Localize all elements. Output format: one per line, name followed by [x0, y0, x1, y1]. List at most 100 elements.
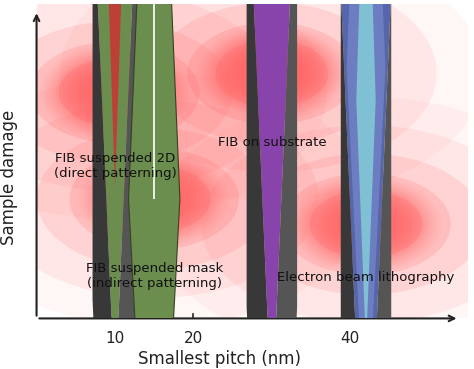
Ellipse shape — [209, 33, 335, 114]
Ellipse shape — [112, 90, 118, 94]
Ellipse shape — [253, 61, 291, 85]
Ellipse shape — [117, 175, 192, 223]
Ellipse shape — [212, 35, 331, 111]
Ellipse shape — [123, 179, 186, 219]
Ellipse shape — [247, 57, 297, 89]
Ellipse shape — [58, 56, 172, 128]
Ellipse shape — [310, 190, 422, 258]
Ellipse shape — [82, 153, 227, 245]
Ellipse shape — [331, 202, 401, 246]
Text: Smallest pitch (nm): Smallest pitch (nm) — [138, 350, 301, 368]
Ellipse shape — [0, 100, 319, 298]
Ellipse shape — [219, 39, 325, 107]
Ellipse shape — [88, 157, 220, 241]
Ellipse shape — [259, 65, 284, 81]
Ellipse shape — [328, 200, 404, 248]
Text: 40: 40 — [341, 331, 360, 346]
Ellipse shape — [325, 198, 407, 250]
Polygon shape — [366, 0, 391, 369]
Ellipse shape — [316, 192, 416, 256]
Ellipse shape — [110, 171, 198, 227]
Ellipse shape — [132, 185, 176, 213]
Ellipse shape — [154, 97, 474, 351]
Text: FIB on substrate: FIB on substrate — [218, 136, 326, 149]
Ellipse shape — [96, 80, 134, 104]
Ellipse shape — [322, 196, 410, 252]
Ellipse shape — [99, 82, 131, 102]
Ellipse shape — [145, 193, 164, 205]
Ellipse shape — [74, 66, 156, 118]
Ellipse shape — [49, 50, 181, 134]
Polygon shape — [341, 0, 366, 369]
Ellipse shape — [313, 190, 419, 258]
Ellipse shape — [107, 169, 201, 229]
Ellipse shape — [347, 212, 385, 236]
Ellipse shape — [244, 55, 300, 92]
Ellipse shape — [93, 78, 137, 106]
Ellipse shape — [356, 218, 375, 230]
Ellipse shape — [256, 63, 288, 83]
Ellipse shape — [265, 69, 278, 77]
Ellipse shape — [95, 161, 214, 237]
Ellipse shape — [104, 167, 204, 231]
Polygon shape — [92, 0, 137, 369]
Ellipse shape — [70, 148, 239, 250]
Ellipse shape — [250, 59, 294, 87]
Ellipse shape — [344, 210, 388, 238]
Ellipse shape — [91, 159, 217, 239]
Ellipse shape — [341, 208, 391, 240]
Ellipse shape — [354, 216, 379, 232]
Ellipse shape — [36, 128, 272, 270]
Ellipse shape — [228, 45, 316, 101]
Ellipse shape — [138, 189, 170, 209]
Ellipse shape — [90, 76, 140, 108]
Ellipse shape — [101, 165, 208, 233]
Ellipse shape — [187, 23, 356, 124]
Ellipse shape — [52, 52, 178, 132]
Ellipse shape — [77, 68, 153, 116]
Ellipse shape — [248, 154, 474, 295]
Ellipse shape — [154, 3, 390, 144]
Ellipse shape — [102, 84, 128, 100]
Ellipse shape — [306, 186, 426, 262]
Text: Sample damage: Sample damage — [0, 109, 18, 245]
Ellipse shape — [0, 72, 366, 326]
Polygon shape — [272, 0, 297, 369]
Ellipse shape — [0, 21, 233, 163]
Ellipse shape — [360, 220, 372, 228]
Ellipse shape — [350, 214, 382, 234]
Ellipse shape — [237, 51, 306, 96]
Ellipse shape — [81, 70, 149, 114]
Ellipse shape — [215, 37, 328, 110]
Ellipse shape — [62, 58, 168, 126]
Polygon shape — [246, 0, 272, 369]
Ellipse shape — [151, 197, 157, 201]
Ellipse shape — [297, 180, 435, 268]
Polygon shape — [115, 0, 137, 369]
Ellipse shape — [206, 31, 338, 115]
Ellipse shape — [148, 195, 161, 203]
Text: Electron beam lithography: Electron beam lithography — [277, 271, 455, 284]
Ellipse shape — [142, 191, 167, 207]
Ellipse shape — [338, 206, 394, 242]
Polygon shape — [128, 0, 180, 369]
Ellipse shape — [83, 72, 146, 112]
Polygon shape — [246, 0, 297, 369]
Ellipse shape — [113, 173, 195, 225]
Ellipse shape — [65, 60, 165, 124]
Ellipse shape — [60, 0, 474, 201]
Ellipse shape — [234, 49, 310, 97]
Ellipse shape — [240, 53, 303, 93]
Ellipse shape — [58, 58, 172, 126]
Polygon shape — [105, 0, 125, 189]
Ellipse shape — [215, 39, 328, 107]
Ellipse shape — [263, 67, 281, 79]
Polygon shape — [92, 0, 115, 369]
Ellipse shape — [0, 0, 327, 220]
Ellipse shape — [43, 46, 187, 138]
Ellipse shape — [98, 163, 210, 235]
Text: FIB suspended 2D
(direct patterning): FIB suspended 2D (direct patterning) — [54, 152, 176, 180]
Ellipse shape — [129, 183, 179, 215]
Ellipse shape — [231, 47, 313, 100]
Text: 10: 10 — [105, 331, 125, 346]
